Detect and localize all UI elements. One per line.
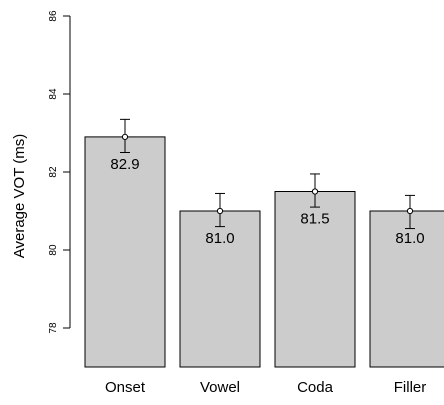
data-label-vowel: 81.0	[205, 230, 234, 247]
mean-marker-coda	[311, 188, 319, 195]
mean-marker-vowel	[216, 207, 224, 215]
mean-marker-filler	[406, 207, 414, 215]
error-bars	[120, 118, 415, 230]
y-tick-label-80: 80	[48, 244, 59, 256]
x-tick-label-onset: Onset	[105, 379, 146, 396]
x-tick-label-filler: Filler	[394, 379, 427, 396]
data-labels: 82.9 81.0 81.5 81.0	[110, 156, 424, 247]
y-tick-label-78: 78	[48, 322, 59, 334]
y-tick-label-82: 82	[48, 166, 59, 178]
bar-coda	[274, 191, 356, 368]
bar-filler	[369, 210, 444, 368]
x-axis-labels: Onset Vowel Coda Filler	[105, 379, 426, 396]
x-tick-label-coda: Coda	[297, 379, 334, 396]
y-tick-label-84: 84	[48, 88, 59, 100]
bar-vowel	[179, 210, 261, 368]
x-tick-label-vowel: Vowel	[200, 379, 240, 396]
y-tick-label-86: 86	[48, 10, 59, 22]
bars	[84, 136, 444, 368]
y-axis: 78 80 82 84 86	[48, 10, 71, 334]
bar-onset	[84, 136, 166, 368]
data-label-filler: 81.0	[395, 230, 424, 247]
data-label-onset: 82.9	[110, 156, 139, 173]
data-label-coda: 81.5	[300, 211, 329, 228]
y-axis-label: Average VOT (ms)	[11, 134, 28, 258]
mean-marker-onset	[121, 133, 129, 140]
